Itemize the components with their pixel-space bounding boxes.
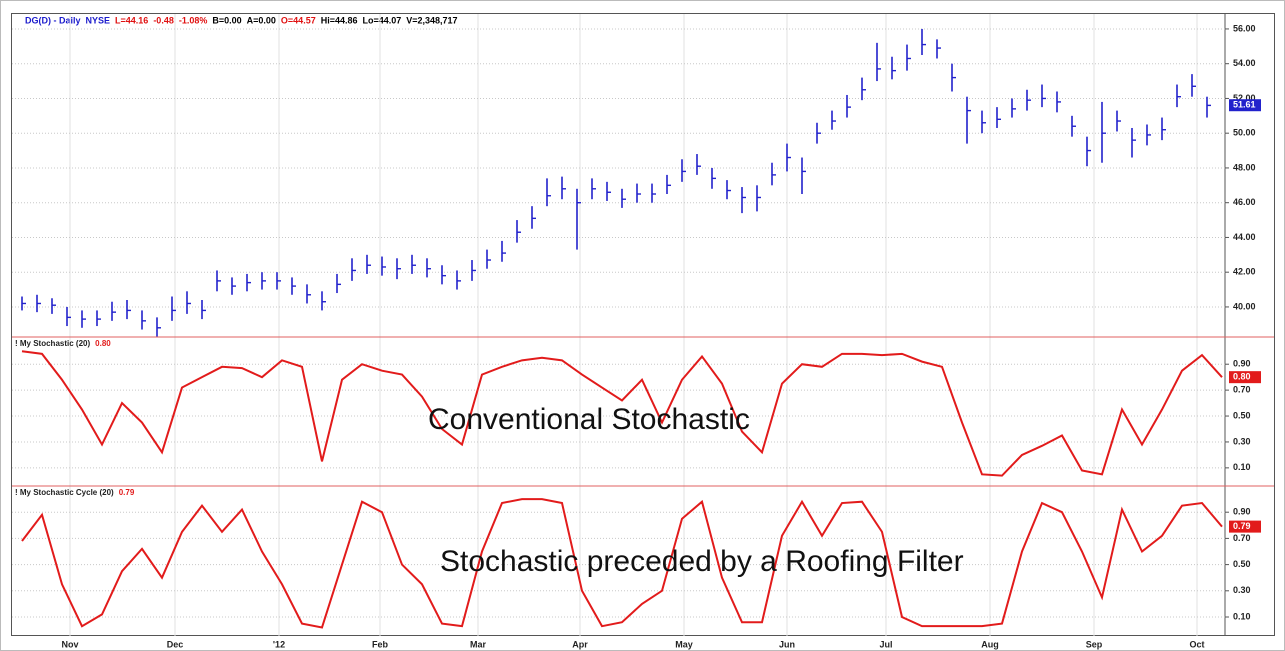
x-tick-label: Aug — [981, 639, 999, 649]
header-item: Lo=44.07 — [362, 15, 401, 25]
y-tick-label: 56.00 — [1233, 23, 1256, 33]
y-tick-label: 0.70 — [1233, 384, 1251, 394]
plot-frame — [11, 13, 1275, 636]
y-tick-label: 0.30 — [1233, 436, 1251, 446]
x-tick-label: Jul — [879, 639, 892, 649]
panel-title: ! My Stochastic (20) — [15, 339, 90, 348]
x-tick-label: May — [675, 639, 693, 649]
x-tick-label: Sep — [1086, 639, 1103, 649]
header-item: A=0.00 — [247, 15, 276, 25]
header-item: O=44.57 — [281, 15, 316, 25]
x-tick-label: Dec — [167, 639, 184, 649]
header-item: Hi=44.86 — [321, 15, 358, 25]
header-item: B=0.00 — [212, 15, 241, 25]
last-value-tag — [1229, 520, 1261, 533]
y-tick-label: 0.90 — [1233, 359, 1251, 369]
indicator-line — [21, 350, 1223, 477]
header-item: NYSE — [86, 15, 111, 25]
last-value-tag — [1229, 99, 1261, 112]
last-value-label: 51.61 — [1233, 100, 1256, 110]
header-item: L=44.16 — [115, 15, 148, 25]
x-tick-label: Feb — [372, 639, 389, 649]
x-tick-label: Mar — [470, 639, 487, 649]
y-tick-label: 50.00 — [1233, 128, 1256, 138]
x-tick-label: Nov — [61, 639, 78, 649]
x-tick-label: '12 — [273, 639, 285, 649]
y-tick-label: 40.00 — [1233, 301, 1256, 311]
x-tick-label: Apr — [572, 639, 588, 649]
annotation: Stochastic preceded by a Roofing Filter — [440, 545, 964, 578]
y-tick-label: 44.00 — [1233, 232, 1256, 242]
y-tick-label: 0.30 — [1233, 585, 1251, 595]
header-item: V=2,348,717 — [406, 15, 457, 25]
y-tick-label: 0.10 — [1233, 462, 1251, 472]
panel-title-value: 0.79 — [119, 488, 135, 497]
y-tick-label: 42.00 — [1233, 267, 1256, 277]
x-tick-label: Oct — [1189, 639, 1204, 649]
last-value-label: 0.80 — [1233, 372, 1251, 382]
last-value-tag — [1229, 371, 1261, 384]
panel-title: ! My Stochastic Cycle (20) — [15, 488, 114, 497]
header-item: -0.48 — [153, 15, 174, 25]
last-value-label: 0.79 — [1233, 521, 1251, 531]
indicator-line — [21, 498, 1223, 629]
header-item: DG(D) - Daily — [25, 15, 81, 25]
y-tick-label: 0.50 — [1233, 559, 1251, 569]
x-tick-label: Jun — [779, 639, 795, 649]
y-tick-label: 0.10 — [1233, 611, 1251, 621]
y-tick-label: 0.70 — [1233, 533, 1251, 543]
y-tick-label: 48.00 — [1233, 162, 1256, 172]
y-tick-label: 0.50 — [1233, 410, 1251, 420]
panel-title-value: 0.80 — [95, 339, 111, 348]
y-tick-label: 54.00 — [1233, 58, 1256, 68]
y-tick-label: 0.90 — [1233, 507, 1251, 517]
header-item: -1.08% — [179, 15, 208, 25]
y-tick-label: 46.00 — [1233, 197, 1256, 207]
annotation: Conventional Stochastic — [428, 403, 750, 436]
y-tick-label: 52.00 — [1233, 93, 1256, 103]
